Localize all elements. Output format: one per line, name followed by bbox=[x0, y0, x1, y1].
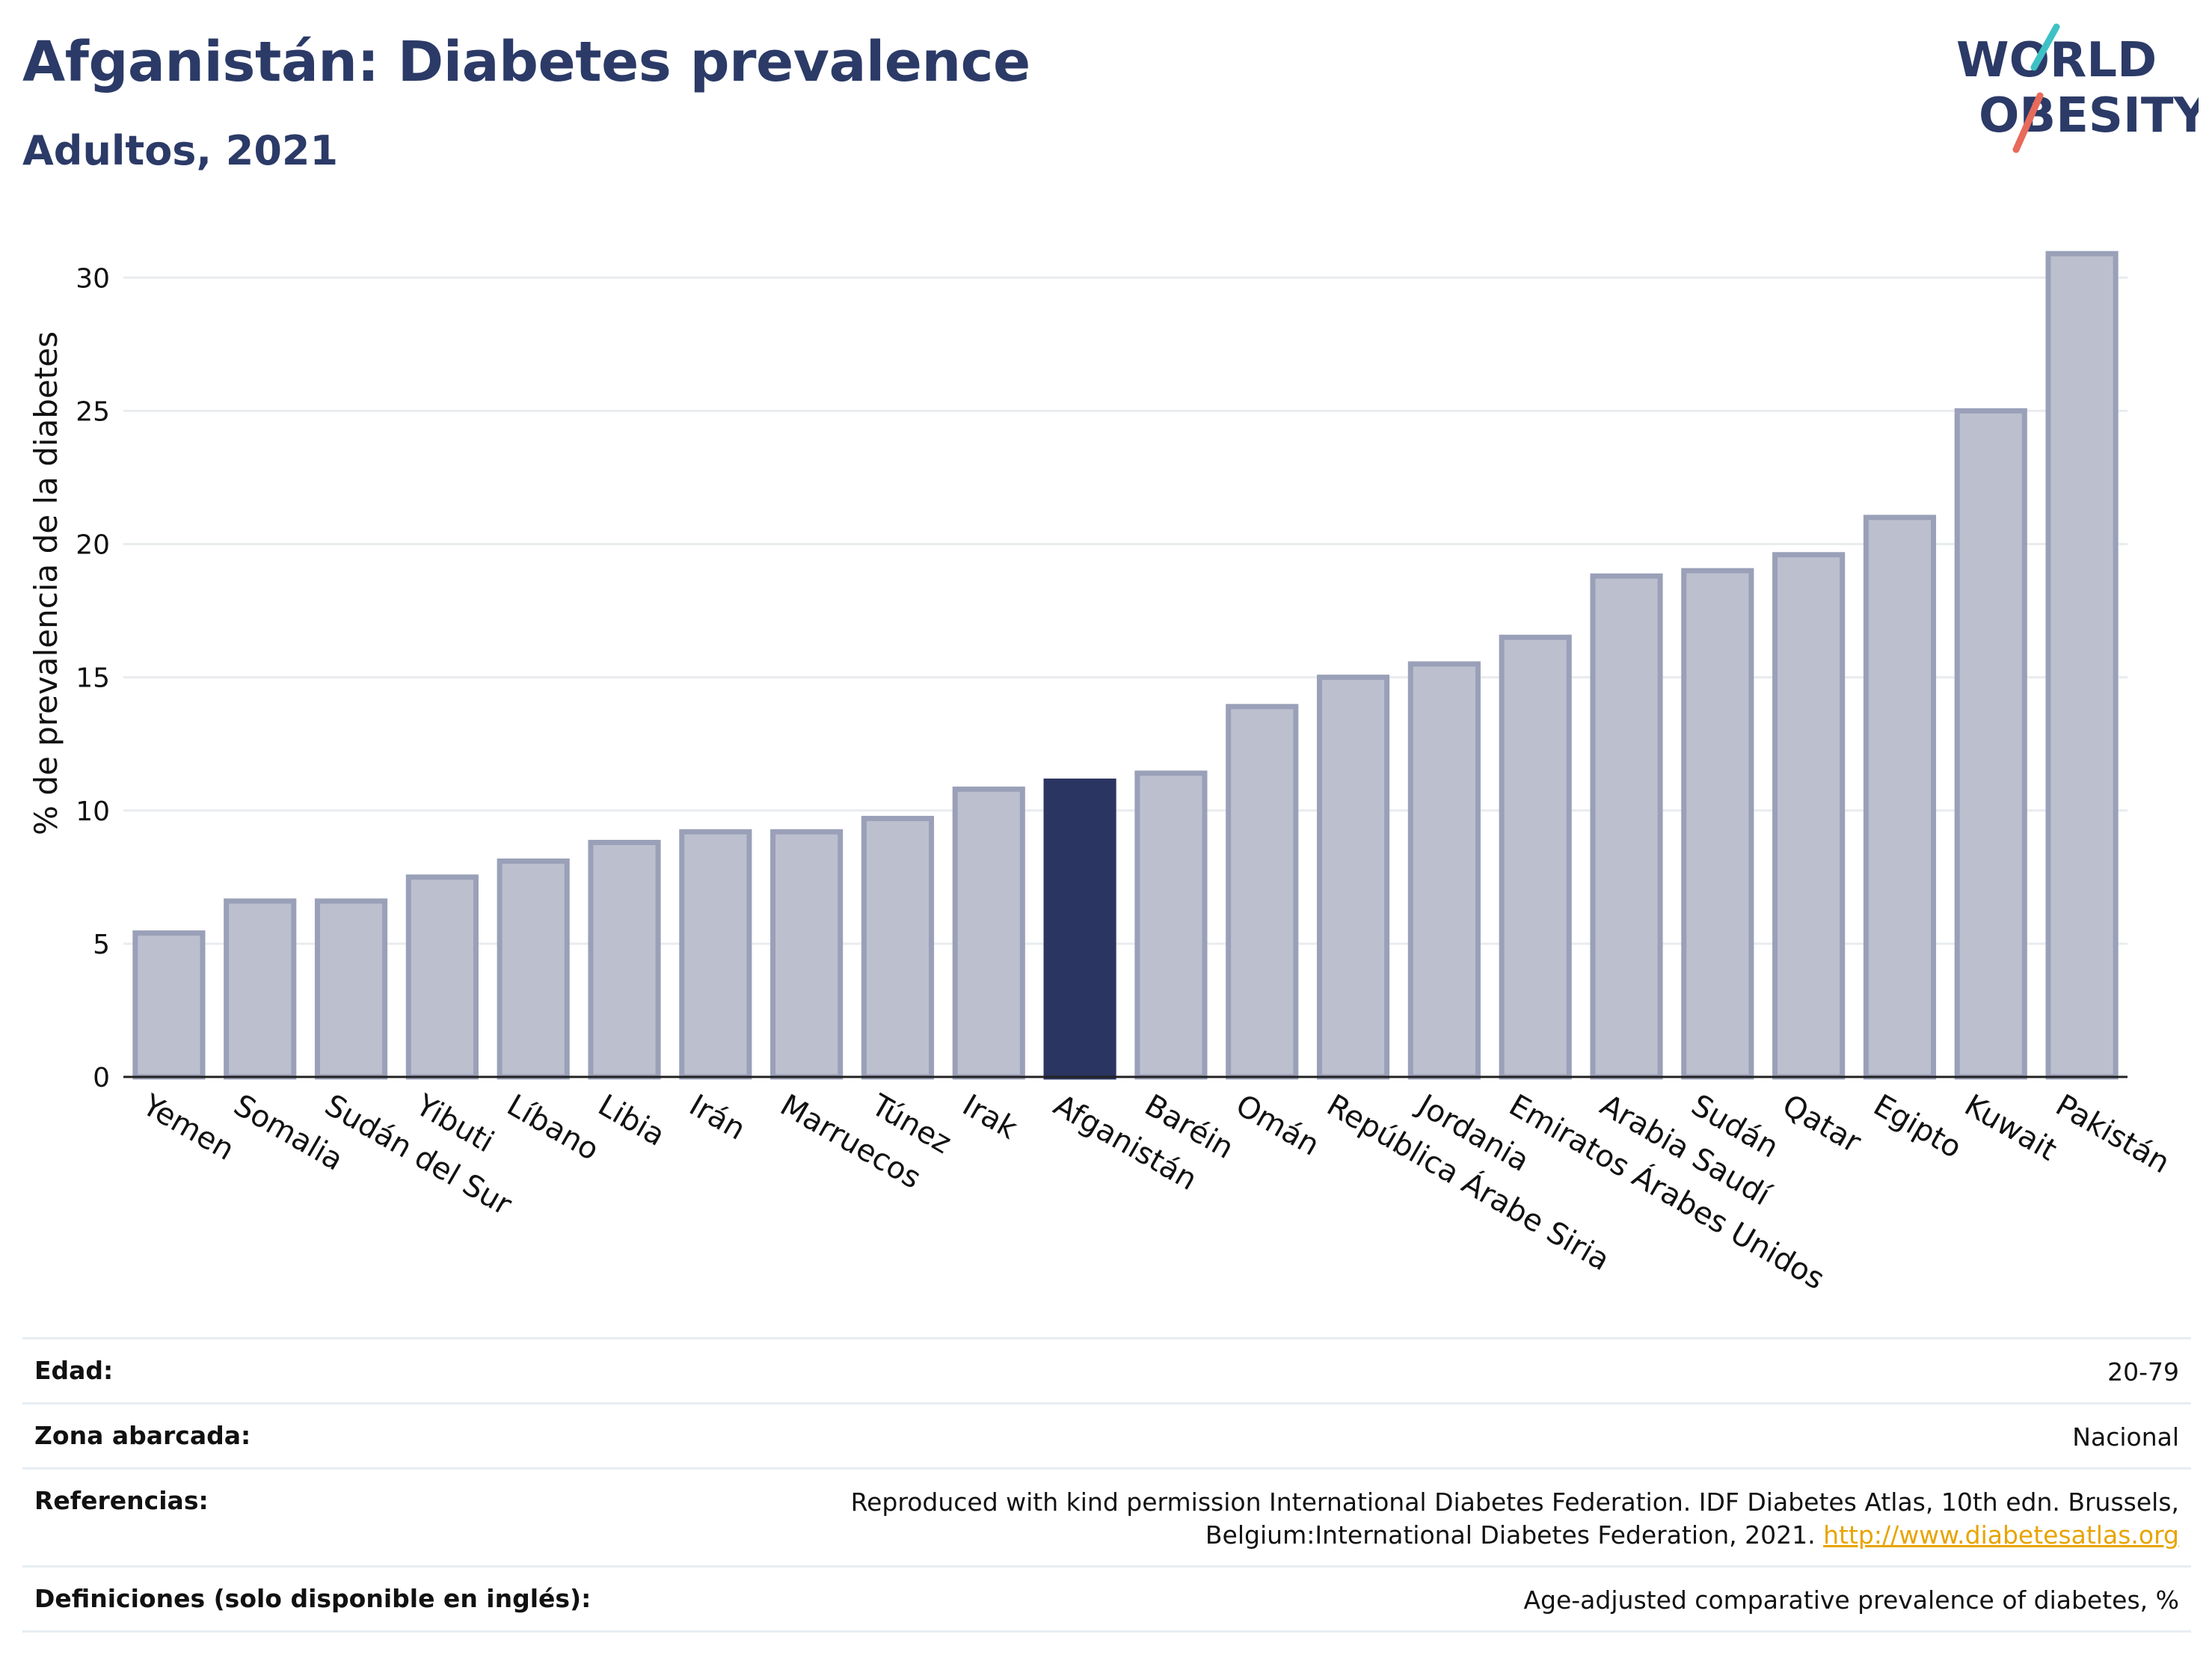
reference-link[interactable]: http://www.diabetesatlas.org bbox=[1823, 1520, 2179, 1550]
bar bbox=[588, 840, 661, 1080]
x-tick-label: Egipto bbox=[1867, 1088, 1967, 1166]
info-row-referencias: Referencias: Reproduced with kind permis… bbox=[22, 1467, 2191, 1565]
y-tick-label: 15 bbox=[76, 663, 110, 694]
x-tick-label: Kuwait bbox=[1958, 1088, 2062, 1168]
x-tick-label: Irán bbox=[683, 1088, 752, 1147]
reference-text: Reproduced with kind permission Internat… bbox=[850, 1487, 2179, 1550]
bar bbox=[1499, 634, 1572, 1080]
y-tick-label: 0 bbox=[93, 1063, 110, 1093]
info-row-definiciones: Definiciones (solo disponible en inglés)… bbox=[22, 1565, 2191, 1633]
bar bbox=[1590, 573, 1663, 1080]
y-tick-label: 25 bbox=[76, 396, 110, 427]
bar bbox=[314, 898, 388, 1080]
y-tick-label: 30 bbox=[76, 263, 110, 294]
bar bbox=[1863, 515, 1937, 1080]
info-key: Referencias: bbox=[34, 1486, 209, 1515]
info-value: 20-79 bbox=[2107, 1357, 2179, 1387]
bar bbox=[1681, 568, 1754, 1080]
bar bbox=[679, 829, 752, 1080]
x-tick-label: Irak bbox=[956, 1088, 1023, 1146]
logo-line-1: WORLD bbox=[1956, 33, 2157, 88]
bar bbox=[1954, 408, 2027, 1080]
bar bbox=[1134, 770, 1208, 1080]
info-value: Reproduced with kind permission Internat… bbox=[646, 1486, 2179, 1552]
bar-highlighted bbox=[1043, 779, 1116, 1080]
bar bbox=[1316, 675, 1390, 1080]
logo-slash-teal bbox=[2030, 23, 2060, 71]
info-key: Zona abarcada: bbox=[34, 1421, 251, 1450]
bar bbox=[1772, 552, 1846, 1080]
x-tick-label: Omán bbox=[1230, 1088, 1325, 1163]
world-obesity-logo: WORLD OBESITY bbox=[1956, 23, 2199, 153]
y-tick-label: 5 bbox=[93, 930, 110, 960]
info-value: Nacional bbox=[2072, 1422, 2179, 1452]
info-row-edad: Edad: 20-79 bbox=[22, 1337, 2191, 1402]
bar bbox=[861, 815, 935, 1080]
x-tick-label: Yemen bbox=[136, 1087, 240, 1167]
x-tick-label: Libia bbox=[592, 1088, 671, 1153]
bar bbox=[405, 874, 479, 1080]
y-tick-label: 10 bbox=[76, 796, 110, 827]
info-row-zona: Zona abarcada: Nacional bbox=[22, 1402, 2191, 1467]
bar bbox=[952, 786, 1025, 1080]
bar bbox=[2045, 251, 2119, 1080]
x-tick-label: Pakistán bbox=[2050, 1088, 2175, 1181]
bar bbox=[132, 930, 206, 1080]
metadata-table: Edad: 20-79 Zona abarcada: Nacional Refe… bbox=[22, 1337, 2191, 1633]
info-key: Definiciones (solo disponible en inglés)… bbox=[34, 1584, 592, 1613]
chart-title: Afganistán: Diabetes prevalence bbox=[22, 30, 1030, 94]
chart-subtitle: Adultos, 2021 bbox=[22, 127, 339, 174]
bar bbox=[497, 858, 570, 1080]
bar bbox=[224, 898, 297, 1080]
bar bbox=[770, 829, 844, 1080]
x-tick-label: Líbano bbox=[501, 1088, 604, 1167]
y-tick-label: 20 bbox=[76, 530, 110, 561]
info-key: Edad: bbox=[34, 1356, 114, 1385]
logo-line-2: OBESITY bbox=[1979, 88, 2199, 144]
x-tick-label: Qatar bbox=[1777, 1088, 1867, 1160]
logo-slash-coral bbox=[2012, 92, 2044, 153]
info-value: Age-adjusted comparative prevalence of d… bbox=[1523, 1585, 2179, 1615]
bars bbox=[132, 251, 2119, 1080]
y-axis-label: % de prevalencia de la diabetes bbox=[28, 331, 64, 835]
bar bbox=[1407, 661, 1481, 1080]
bar bbox=[1226, 704, 1299, 1080]
